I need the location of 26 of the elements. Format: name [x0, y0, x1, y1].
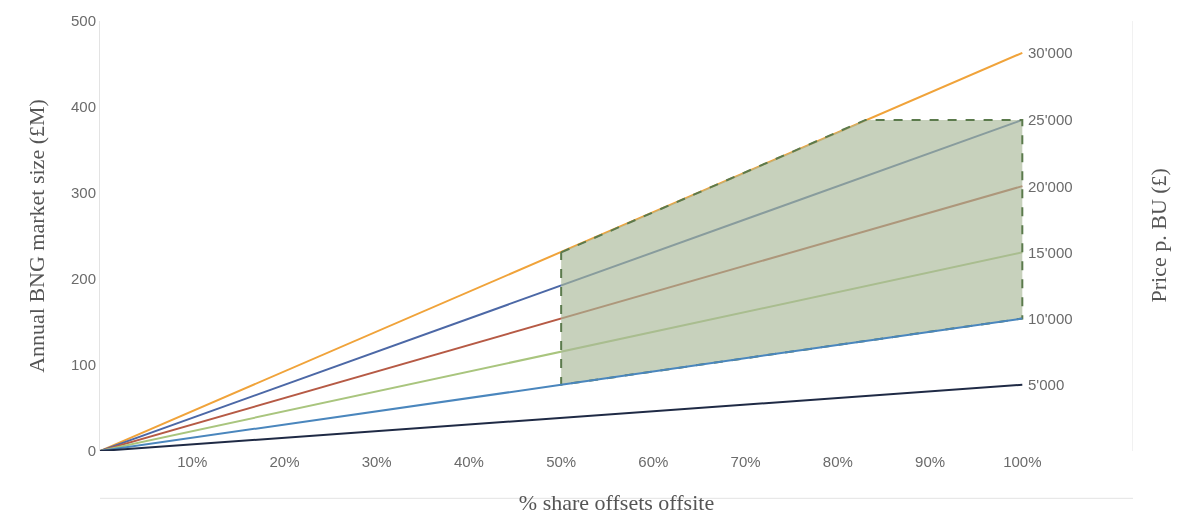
- y-axis-title: Annual BNG market size (£M): [23, 99, 49, 373]
- x-tick-label: 70%: [730, 453, 761, 470]
- series-label: 10'000: [1028, 310, 1073, 327]
- y-tick-label: 500: [70, 12, 96, 30]
- y-tick-label: 0: [87, 442, 96, 460]
- x-tick-label: 30%: [361, 453, 392, 470]
- series-label: 15'000: [1028, 244, 1073, 261]
- y-tick-label: 200: [70, 270, 96, 288]
- x-tick-label: 100%: [1003, 453, 1042, 470]
- x-tick-label: 90%: [915, 453, 946, 470]
- line-series: [100, 317, 1024, 451]
- x-tick-label: 50%: [546, 453, 577, 470]
- x-tick-label: 20%: [269, 453, 300, 470]
- y2-axis-title: Price p. BU (£): [1145, 168, 1171, 303]
- series-label: 20'000: [1028, 178, 1073, 195]
- series-label: 5'000: [1028, 376, 1065, 393]
- y-tick-label: 100: [70, 356, 96, 374]
- x-tick-label: 10%: [177, 453, 208, 470]
- series-label: 25'000: [1028, 111, 1073, 128]
- x-axis-title: % share offsets offsite: [518, 489, 715, 515]
- x-tick-label: 80%: [822, 453, 853, 470]
- x-tick-label: 40%: [453, 453, 484, 470]
- y-tick-label: 400: [70, 98, 96, 116]
- x-tick-label: 60%: [638, 453, 669, 470]
- y-tick-label: 300: [70, 184, 96, 202]
- series-label: 30'000: [1028, 44, 1073, 61]
